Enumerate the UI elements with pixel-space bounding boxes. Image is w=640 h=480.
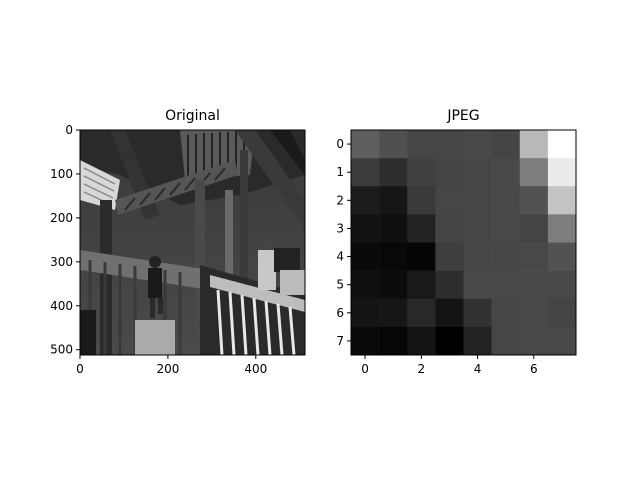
heatmap-cell [379,130,408,159]
heatmap-cell [435,130,464,159]
heatmap-cell [435,158,464,187]
heatmap-cell [519,130,549,159]
original-title: Original [165,108,220,124]
original-y-tick-label: 400 [50,299,73,313]
heatmap-cell [379,242,408,271]
heatmap-cell [351,270,380,300]
heatmap-cell [379,270,408,300]
heatmap-cell [463,158,492,187]
heatmap-cell [379,298,408,328]
jpeg-title: JPEG [446,108,479,124]
heatmap-cell [463,242,492,271]
heatmap-cell [435,214,464,243]
heatmap-cell [519,158,549,187]
heatmap-cell [519,214,549,243]
jpeg-y-tick-label: 1 [336,165,344,179]
heatmap-cell [463,298,492,328]
jpeg-x-tick-label: 6 [530,362,538,376]
heatmap-cell [463,214,492,243]
jpeg-y-tick-label: 2 [336,193,344,207]
jpeg-x-tick-label: 2 [417,362,425,376]
heatmap-cell [491,242,521,271]
original-y-tick-label: 300 [50,255,73,269]
heatmap-cell [435,242,464,271]
heatmap-cell [351,242,380,271]
heatmap-cell [407,270,436,300]
heatmap-cell [351,186,380,215]
original-y-tick-label: 0 [65,123,73,137]
jpeg-y-tick-label: 5 [336,278,344,292]
heatmap-cell [351,326,380,356]
heatmap-cell [435,270,464,300]
heatmap-cell [379,186,408,215]
heatmap-cell [435,298,464,328]
heatmap-cell [547,158,577,187]
jpeg-y-tick-label: 0 [336,137,344,151]
heatmap-cell [379,214,408,243]
heatmap-cell [519,298,549,328]
heatmap-cell [463,130,492,159]
heatmap-cell [435,186,464,215]
heatmap-cell [351,130,380,159]
heatmap-cell [379,158,408,187]
heatmap-cell [491,186,521,215]
original-y-tick-label: 200 [50,211,73,225]
heatmap-cell [519,270,549,300]
heatmap-cell [519,326,549,356]
heatmap-cells [351,130,577,356]
jpeg-x-tick-label: 0 [361,362,369,376]
heatmap-cell [463,186,492,215]
heatmap-cell [379,326,408,356]
original-y-tick-label: 100 [50,167,73,181]
heatmap-cell [463,270,492,300]
heatmap-cell [407,158,436,187]
heatmap-cell [547,326,577,356]
jpeg-y-tick-label: 3 [336,221,344,235]
original-y-tick-label: 500 [50,343,73,357]
heatmap-cell [491,298,521,328]
jpeg-heatmap-panel: JPEG 0 2 4 6 0 1 2 3 4 5 6 7 [336,108,577,376]
heatmap-cell [491,130,521,159]
jpeg-y-tick-label: 6 [336,306,344,320]
heatmap-cell [519,186,549,215]
heatmap-cell [407,298,436,328]
heatmap-cell [547,298,577,328]
original-x-tick-label: 0 [76,362,84,376]
original-photo [80,130,305,355]
heatmap-cell [351,298,380,328]
heatmap-cell [351,158,380,187]
jpeg-axes-frame [350,129,577,356]
heatmap-cell [547,130,577,159]
heatmap-cell [491,326,521,356]
heatmap-cell [519,242,549,271]
heatmap-cell [407,186,436,215]
heatmap-cell [547,214,577,243]
heatmap-cell [435,326,464,356]
original-x-tick-label: 400 [244,362,267,376]
original-x-tick-label: 200 [156,362,179,376]
heatmap-cell [407,214,436,243]
jpeg-x-tick-label: 4 [474,362,482,376]
heatmap-cell [407,130,436,159]
heatmap-cell [547,270,577,300]
heatmap-cell [407,326,436,356]
jpeg-y-tick-label: 7 [336,334,344,348]
heatmap-cell [407,242,436,271]
heatmap-cell [463,326,492,356]
jpeg-y-tick-label: 4 [336,250,344,264]
heatmap-cell [547,242,577,271]
heatmap-cell [491,270,521,300]
heatmap-cell [547,186,577,215]
original-image-panel: Original [50,108,306,376]
heatmap-cell [351,214,380,243]
original-axes-frame [79,129,306,356]
heatmap-cell [491,214,521,243]
heatmap-cell [491,158,521,187]
